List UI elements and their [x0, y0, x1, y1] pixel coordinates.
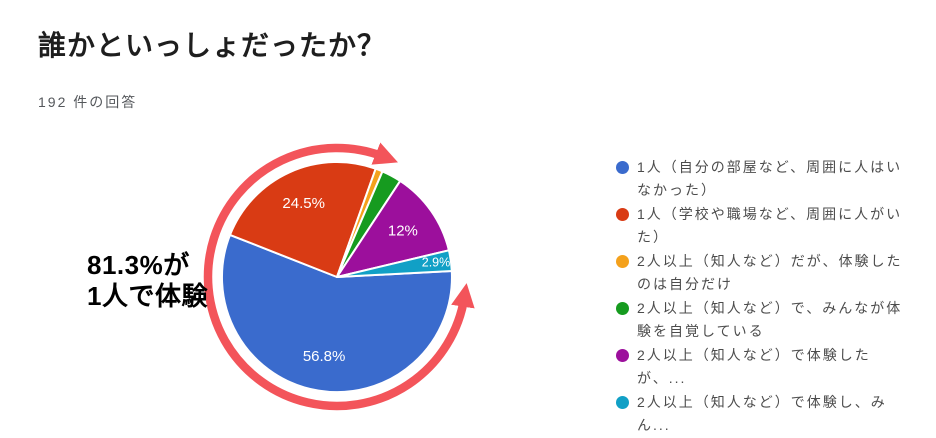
annotation-line1: 81.3%が	[87, 250, 190, 280]
legend-bullet-icon	[616, 161, 629, 174]
legend-item-5: 2人以上（知人など）で体験したが、...	[616, 344, 908, 390]
annotation-line2: 1人で体験	[87, 281, 208, 311]
slice-percent-label: 12%	[388, 222, 418, 239]
annotation-text: 81.3%が 1人で体験	[87, 250, 208, 312]
legend-bullet-icon	[616, 255, 629, 268]
legend-item-6: 2人以上（知人など）で体験し、みん...	[616, 391, 908, 437]
response-count: 192 件の回答	[38, 94, 138, 110]
legend-bullet-icon	[616, 396, 629, 409]
legend-item-2: 1人（学校や職場など、周囲に人がいた）	[616, 203, 908, 249]
slice-percent-label: 2.9%	[422, 256, 451, 270]
pie-chart-svg: 56.8% 24.5% 12% 2.9%	[203, 142, 475, 411]
slice-percent-label: 24.5%	[282, 195, 325, 212]
legend-label: 1人（自分の部屋など、周囲に人はいなかった）	[637, 159, 903, 198]
page-title: 誰かといっしょだったか？	[38, 30, 387, 61]
chart-legend: 1人（自分の部屋など、周囲に人はいなかった） 1人（学校や職場など、周囲に人がいた…	[616, 156, 908, 438]
legend-bullet-icon	[616, 349, 629, 362]
legend-label: 2人以上（知人など）で体験し、みん...	[637, 394, 887, 433]
legend-label: 1人（学校や職場など、周囲に人がいた）	[637, 206, 903, 245]
legend-bullet-icon	[616, 208, 629, 221]
legend-label: 2人以上（知人など）で体験したが、...	[637, 347, 871, 386]
pie-slices: 56.8% 24.5% 12% 2.9%	[220, 161, 453, 394]
legend-item-4: 2人以上（知人など）で、みんなが体験を自覚している	[616, 297, 908, 343]
legend-label: 2人以上（知人など）だが、体験したのは自分だけ	[637, 253, 903, 292]
legend-item-1: 1人（自分の部屋など、周囲に人はいなかった）	[616, 156, 908, 202]
highlight-arrow-arc	[203, 142, 475, 411]
legend-label: 2人以上（知人など）で、みんなが体験を自覚している	[637, 300, 903, 339]
slice-percent-label: 56.8%	[303, 348, 346, 365]
pie-slice[interactable]	[229, 161, 377, 278]
legend-item-3: 2人以上（知人など）だが、体験したのは自分だけ	[616, 250, 908, 296]
legend-bullet-icon	[616, 302, 629, 315]
